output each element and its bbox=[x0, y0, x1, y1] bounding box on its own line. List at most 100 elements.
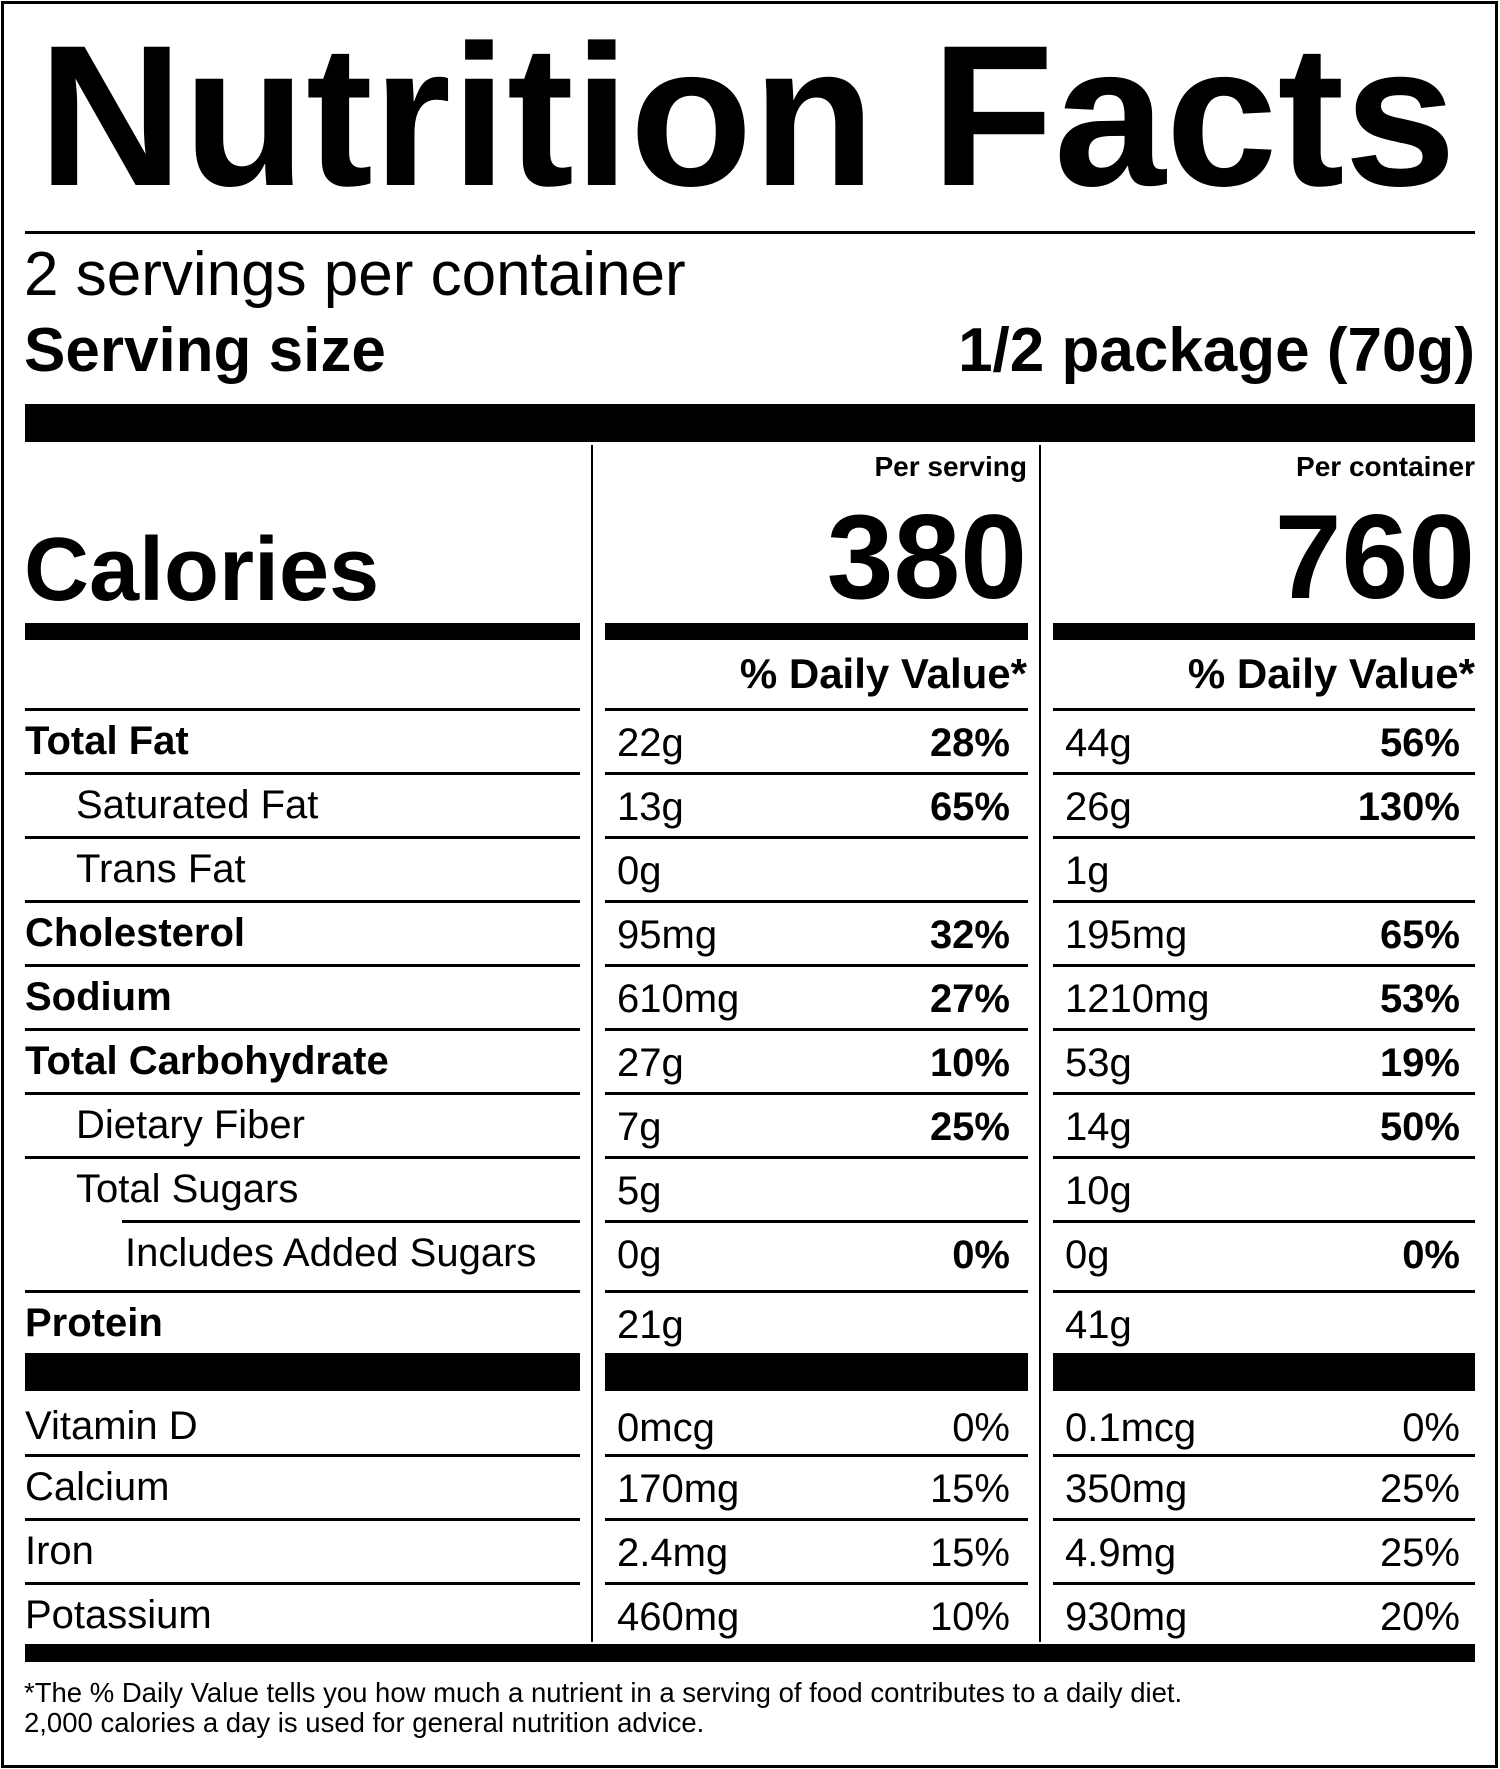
vitamin-name: Vitamin D bbox=[25, 1404, 198, 1448]
container-amount: 14g bbox=[1065, 1105, 1132, 1149]
nutrient-name: Protein bbox=[25, 1301, 163, 1345]
row-line-container bbox=[1053, 1582, 1475, 1585]
container-amount: 4.9mg bbox=[1065, 1531, 1177, 1575]
row-line-container bbox=[1053, 1518, 1475, 1521]
serving-amount: 21g bbox=[617, 1303, 684, 1347]
thick-divider-bottom bbox=[25, 1644, 1475, 1662]
row-line-left bbox=[25, 1156, 580, 1159]
container-daily-value: 50% bbox=[1379, 1105, 1460, 1149]
container-amount: 1210mg bbox=[1065, 977, 1210, 1021]
container-amount: 930mg bbox=[1065, 1595, 1188, 1639]
nutrient-name: Includes Added Sugars bbox=[125, 1231, 537, 1275]
serving-amount: 95mg bbox=[617, 913, 718, 957]
serving-amount: 460mg bbox=[617, 1595, 740, 1639]
calories-per-container: 760 bbox=[1274, 490, 1475, 624]
column-divider-1 bbox=[591, 445, 593, 1642]
vitamin-row: Potassium 460mg 10% 930mg 20% bbox=[0, 1582, 1500, 1643]
serving-amount: 5g bbox=[617, 1169, 662, 1213]
row-line-left bbox=[25, 1290, 580, 1293]
nutrient-name: Sodium bbox=[25, 975, 172, 1019]
container-amount: 0.1mcg bbox=[1065, 1406, 1197, 1450]
row-line-left bbox=[25, 836, 580, 839]
calories-per-serving: 380 bbox=[826, 490, 1027, 624]
row-line-left bbox=[25, 772, 580, 775]
row-line-serving bbox=[605, 1518, 1028, 1521]
serving-daily-value: 0% bbox=[952, 1406, 1010, 1450]
row-line-serving bbox=[605, 964, 1028, 967]
serving-amount: 2.4mg bbox=[617, 1531, 729, 1575]
row-line-serving bbox=[605, 900, 1028, 903]
container-amount: 350mg bbox=[1065, 1467, 1188, 1511]
container-daily-value: 53% bbox=[1379, 977, 1460, 1021]
calories-label: Calories bbox=[24, 520, 380, 620]
per-serving-heading: Per serving bbox=[874, 451, 1027, 482]
daily-value-heading-container: % Daily Value* bbox=[1187, 650, 1475, 697]
serving-amount: 7g bbox=[617, 1105, 662, 1149]
row-line-serving bbox=[605, 1156, 1028, 1159]
row-line-serving bbox=[605, 1028, 1028, 1031]
vitamin-name: Calcium bbox=[25, 1465, 170, 1509]
serving-daily-value: 10% bbox=[929, 1595, 1010, 1639]
row-line-container bbox=[1053, 1156, 1475, 1159]
row-line-left bbox=[25, 1454, 580, 1457]
row-line-container bbox=[1053, 836, 1475, 839]
row-line-container bbox=[1053, 964, 1475, 967]
row-line-container bbox=[1053, 1290, 1475, 1293]
nutrient-row: Dietary Fiber 7g 25% 14g 50% bbox=[0, 1092, 1500, 1153]
serving-daily-value: 65% bbox=[929, 785, 1010, 829]
row-line-serving bbox=[605, 1092, 1028, 1095]
nutrient-row: Total Carbohydrate 27g 10% 53g 19% bbox=[0, 1028, 1500, 1089]
container-daily-value: 19% bbox=[1379, 1041, 1460, 1085]
nutrient-row: Sodium 610mg 27% 1210mg 53% bbox=[0, 964, 1500, 1025]
nutrient-row: Cholesterol 95mg 32% 195mg 65% bbox=[0, 900, 1500, 961]
calories-bar-container bbox=[1053, 623, 1475, 640]
vitamin-row: Iron 2.4mg 15% 4.9mg 25% bbox=[0, 1518, 1500, 1579]
vitamin-name: Iron bbox=[25, 1529, 94, 1573]
container-amount: 10g bbox=[1065, 1169, 1132, 1213]
vitamin-bar-container bbox=[1053, 1353, 1475, 1391]
container-amount: 41g bbox=[1065, 1303, 1132, 1347]
nutrient-row: Trans Fat 0g 1g bbox=[0, 836, 1500, 897]
serving-amount: 22g bbox=[617, 721, 684, 765]
serving-size-label: Serving size bbox=[24, 316, 386, 385]
container-amount: 195mg bbox=[1065, 913, 1188, 957]
nutrient-name: Dietary Fiber bbox=[76, 1103, 305, 1147]
serving-amount: 170mg bbox=[617, 1467, 740, 1511]
row-line-container bbox=[1053, 772, 1475, 775]
serving-amount: 610mg bbox=[617, 977, 740, 1021]
serving-daily-value: 15% bbox=[929, 1531, 1010, 1575]
serving-amount: 27g bbox=[617, 1041, 684, 1085]
serving-daily-value: 27% bbox=[929, 977, 1010, 1021]
container-daily-value: 20% bbox=[1379, 1595, 1460, 1639]
row-line-container bbox=[1053, 1220, 1475, 1223]
nutrient-row: Total Sugars 5g 10g bbox=[0, 1156, 1500, 1217]
container-daily-value: 56% bbox=[1379, 721, 1460, 765]
row-line-container bbox=[1053, 708, 1475, 711]
container-amount: 26g bbox=[1065, 785, 1132, 829]
serving-daily-value: 10% bbox=[929, 1041, 1010, 1085]
row-line-left bbox=[25, 900, 580, 903]
serving-daily-value: 28% bbox=[929, 721, 1010, 765]
container-daily-value: 25% bbox=[1379, 1467, 1460, 1511]
row-line-left bbox=[25, 708, 580, 711]
vitamin-bar-left bbox=[25, 1353, 580, 1391]
row-line-serving bbox=[605, 772, 1028, 775]
row-line-container bbox=[1053, 1454, 1475, 1457]
serving-amount: 0g bbox=[617, 1233, 662, 1277]
serving-daily-value: 25% bbox=[929, 1105, 1010, 1149]
row-line-serving bbox=[605, 1290, 1028, 1293]
vitamin-name: Potassium bbox=[25, 1593, 212, 1637]
calories-bar-left bbox=[25, 623, 580, 640]
row-line-left bbox=[25, 1582, 580, 1585]
serving-daily-value: 15% bbox=[929, 1467, 1010, 1511]
nutrient-name: Total Fat bbox=[25, 719, 189, 763]
nutrient-row: Protein 21g 41g bbox=[0, 1290, 1500, 1351]
row-line-left bbox=[25, 1092, 580, 1095]
servings-per-container: 2 servings per container bbox=[24, 240, 686, 309]
footnote: *The % Daily Value tells you how much a … bbox=[24, 1678, 1484, 1738]
serving-daily-value: 0% bbox=[952, 1233, 1010, 1277]
serving-amount: 0g bbox=[617, 849, 662, 893]
serving-amount: 0mcg bbox=[617, 1406, 715, 1450]
row-line-left bbox=[25, 1028, 580, 1031]
